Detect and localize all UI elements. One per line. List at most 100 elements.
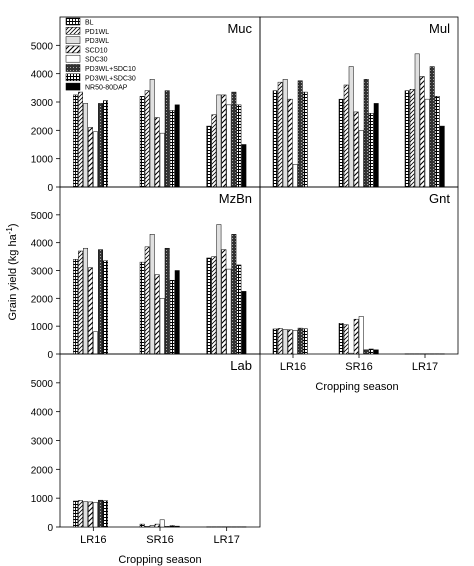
- bar-lab-lr17-s7: [241, 526, 247, 528]
- bar-lab-lr16-s4: [93, 502, 98, 528]
- panel-title: Gnt: [429, 191, 450, 206]
- panels: Muc 0 1000 2000 3000 4000 5000 Mul MzBn 0 1000 2000…: [31, 16, 459, 546]
- bar-mul-sr16-s5: [363, 79, 369, 188]
- bar-muc-lr17-s5: [231, 91, 237, 188]
- bar-muc-sr16-s1: [144, 90, 150, 188]
- bar-lab-sr16-s5: [164, 526, 170, 528]
- bar-lab-lr16-s6: [103, 500, 108, 528]
- bar-mul-lr16-s3: [287, 98, 293, 188]
- y-tick-label: 2000: [31, 126, 54, 137]
- bar-muc-lr16-s4: [93, 131, 98, 188]
- bar-lab-lr17-s2: [216, 526, 222, 528]
- bar-mul-lr17-s2: [414, 53, 420, 188]
- y-tick-label: 1000: [31, 322, 54, 333]
- bar-mzbn-lr17-s3: [221, 249, 227, 355]
- bar-lab-lr17-s0: [206, 526, 212, 528]
- x-axis-label-bottom: Cropping season: [118, 554, 201, 566]
- x-tick-label: SR16: [345, 361, 373, 373]
- y-tick-label: 4000: [31, 239, 54, 250]
- bar-mzbn-sr16-s7: [174, 270, 180, 355]
- panel-title: Mul: [429, 21, 450, 36]
- bar-gnt-lr17-s2: [414, 353, 420, 355]
- y-tick-label: 3000: [31, 267, 54, 278]
- bar-muc-lr17-s4: [226, 104, 232, 188]
- y-axis-label: Grain yield (kg ha-1): [5, 223, 19, 320]
- bar-gnt-lr17-s0: [404, 353, 410, 355]
- bar-muc-lr16-s2: [83, 103, 88, 188]
- x-tick-label: SR16: [146, 534, 174, 546]
- bar-mzbn-sr16-s3: [154, 274, 160, 355]
- bar-mzbn-lr17-s6: [236, 264, 242, 355]
- bar-gnt-sr16-s1: [343, 324, 349, 355]
- bar-lab-lr16-s2: [83, 501, 88, 528]
- bar-mul-lr16-s5: [297, 80, 303, 188]
- bar-muc-sr16-s0: [139, 96, 145, 188]
- bar-mzbn-sr16-s2: [149, 234, 155, 355]
- bar-lab-lr16-s3: [88, 501, 93, 528]
- legend-swatch: [65, 82, 81, 91]
- legend-label: PD3WL: [85, 38, 109, 45]
- bar-muc-lr17-s3: [221, 94, 227, 188]
- bar-muc-lr17-s2: [216, 94, 222, 188]
- bar-gnt-lr17-s6: [434, 353, 440, 355]
- x-tick-label: LR16: [80, 534, 106, 546]
- bar-muc-sr16-s5: [164, 90, 170, 188]
- panel-title: Lab: [230, 358, 252, 373]
- y-tick-label: 1000: [31, 155, 54, 166]
- bar-mul-lr17-s1: [409, 89, 415, 188]
- legend-swatch: [65, 64, 81, 72]
- panel-title: MzBn: [219, 191, 252, 206]
- bar-gnt-sr16-s6: [368, 348, 374, 355]
- bar-lab-lr16-s5: [98, 499, 103, 528]
- bar-lab-sr16-s7: [174, 525, 180, 528]
- bar-lab-sr16-s6: [169, 525, 175, 528]
- bar-lab-lr17-s6: [236, 526, 242, 528]
- bar-muc-lr16-s6: [103, 100, 108, 188]
- y-tick-label: 0: [47, 183, 53, 194]
- bar-mzbn-sr16-s0: [139, 261, 145, 355]
- bar-mul-lr17-s3: [419, 76, 425, 188]
- bar-gnt-lr16-s0: [272, 328, 278, 355]
- panel-gnt: Gnt LR16 SR16 LR17: [259, 186, 459, 373]
- bar-gnt-lr17-s7: [439, 353, 445, 355]
- y-tick-label: 5000: [31, 41, 54, 52]
- panel-mul: Mul: [259, 16, 459, 188]
- bar-mul-lr16-s4: [292, 164, 298, 188]
- bar-gnt-lr17-s4: [424, 353, 430, 355]
- bar-mul-sr16-s7: [373, 103, 379, 188]
- legend-label: NR50-80DAP: [85, 85, 128, 92]
- bar-mul-lr16-s0: [272, 90, 278, 188]
- bar-mzbn-lr16-s1: [78, 250, 83, 355]
- bar-gnt-lr16-s5: [297, 327, 303, 355]
- bar-mul-lr17-s4: [424, 98, 430, 188]
- y-tick-label: 3000: [31, 98, 54, 109]
- bar-gnt-lr16-s1: [277, 328, 283, 355]
- bar-muc-lr17-s6: [236, 104, 242, 188]
- x-axis-label-right: Cropping season: [315, 381, 398, 393]
- bar-mul-lr17-s6: [434, 96, 440, 188]
- bar-mzbn-lr17-s1: [211, 256, 217, 355]
- x-tick-label: LR16: [280, 361, 306, 373]
- bar-mzbn-lr16-s0: [73, 259, 78, 355]
- legend-swatch: [65, 45, 81, 54]
- bar-lab-lr16-s0: [73, 500, 78, 528]
- bar-mul-lr16-s6: [302, 91, 308, 188]
- bar-gnt-lr16-s6: [302, 328, 308, 355]
- bar-mul-sr16-s6: [368, 113, 374, 188]
- y-tick-label: 4000: [31, 70, 54, 81]
- bar-mul-sr16-s4: [358, 130, 364, 188]
- legend-label: SDC30: [85, 57, 108, 64]
- bar-mzbn-sr16-s4: [159, 298, 165, 355]
- legend-swatch: [65, 36, 81, 44]
- legend-swatch: [65, 54, 81, 63]
- bar-mul-lr17-s5: [429, 66, 435, 188]
- bar-mzbn-sr16-s5: [164, 247, 170, 355]
- bar-gnt-sr16-s7: [373, 349, 379, 355]
- legend-label: PD1WL: [85, 29, 109, 36]
- bar-gnt-sr16-s5: [363, 349, 369, 355]
- y-tick-label: 5000: [31, 379, 54, 390]
- legend-swatch: [65, 27, 81, 35]
- bar-muc-sr16-s3: [154, 117, 160, 188]
- bar-muc-lr16-s3: [88, 127, 93, 188]
